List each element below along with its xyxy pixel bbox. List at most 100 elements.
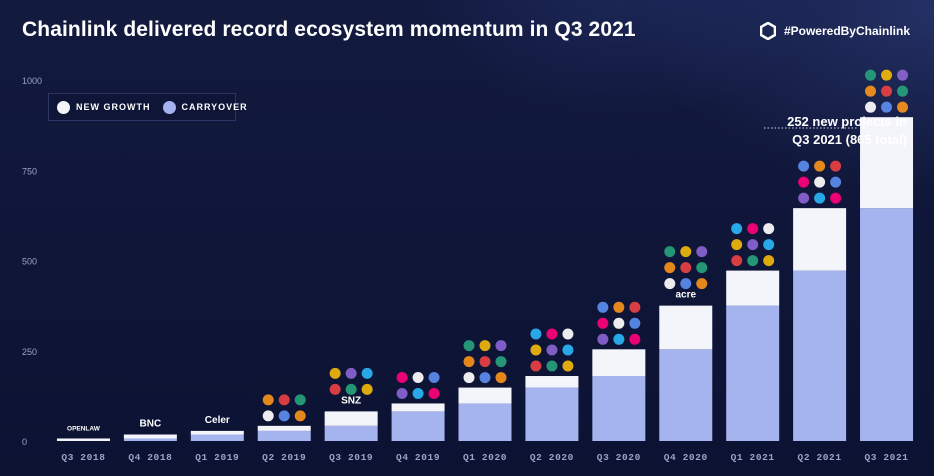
bar-new-growth bbox=[726, 270, 780, 306]
bar-carryover bbox=[391, 411, 445, 441]
project-logo-icon bbox=[278, 394, 290, 406]
project-logo-icon bbox=[731, 255, 743, 267]
project-logo-icon bbox=[798, 160, 810, 172]
bar-new-growth bbox=[391, 403, 445, 412]
chart-legend: NEW GROWTH CARRYOVER bbox=[48, 93, 247, 121]
project-logo-icon bbox=[613, 301, 625, 313]
project-logo-icon bbox=[763, 255, 775, 267]
legend-label-carryover: CARRYOVER bbox=[181, 102, 248, 112]
project-logo-icon bbox=[814, 176, 826, 188]
project-logo-icon bbox=[881, 69, 893, 81]
y-tick-label: 500 bbox=[22, 257, 37, 267]
bar-carryover bbox=[793, 270, 847, 441]
bar-carryover bbox=[324, 425, 378, 441]
project-logo-icon bbox=[329, 367, 341, 379]
x-tick-label: Q3 2021 bbox=[864, 452, 908, 463]
x-tick-label: Q1 2020 bbox=[463, 452, 507, 463]
project-logo-icon bbox=[629, 317, 641, 329]
bar-carryover bbox=[257, 430, 311, 441]
project-logo-icon bbox=[696, 278, 708, 290]
project-logo-icon bbox=[763, 239, 775, 251]
project-logo-icon bbox=[747, 223, 759, 235]
project-logo-icon bbox=[345, 367, 357, 379]
project-logo-icon bbox=[731, 239, 743, 251]
project-logo-icon bbox=[495, 356, 507, 368]
project-logo-label: SNZ bbox=[341, 395, 361, 406]
project-logo-icon bbox=[345, 383, 357, 395]
bar-new-growth bbox=[592, 349, 646, 377]
project-logo-icon bbox=[814, 160, 826, 172]
project-logo-icon bbox=[881, 85, 893, 97]
project-logo-icon bbox=[865, 85, 877, 97]
bar-carryover bbox=[458, 403, 512, 441]
x-tick-label: Q2 2020 bbox=[530, 452, 574, 463]
project-logo-icon bbox=[696, 246, 708, 258]
project-logo-icon bbox=[361, 383, 373, 395]
project-logo-label: Celer bbox=[205, 415, 230, 426]
project-logo-icon bbox=[629, 333, 641, 345]
project-logo-icon bbox=[747, 255, 759, 267]
project-logo-icon bbox=[428, 371, 440, 383]
project-logo-icon bbox=[463, 372, 475, 384]
project-logo-icon bbox=[495, 372, 507, 384]
x-tick-label: Q3 2018 bbox=[61, 452, 105, 463]
project-logo-icon bbox=[763, 223, 775, 235]
project-logo-icon bbox=[495, 340, 507, 352]
bar-new-growth bbox=[123, 434, 177, 439]
project-logo-icon bbox=[262, 394, 274, 406]
legend-item-new-growth: NEW GROWTH bbox=[57, 100, 151, 114]
bar-new-growth bbox=[525, 376, 579, 388]
bar-new-growth bbox=[860, 117, 914, 209]
legend-item-carryover: CARRYOVER bbox=[162, 100, 248, 114]
project-logo-icon bbox=[696, 262, 708, 274]
brand-badge: #PoweredByChainlink bbox=[759, 22, 910, 40]
project-logo-icon bbox=[597, 301, 609, 313]
project-logo-icon bbox=[680, 278, 692, 290]
project-logo-icon bbox=[262, 410, 274, 422]
project-logo-icon bbox=[613, 333, 625, 345]
project-logo-icon bbox=[530, 328, 542, 340]
bar-carryover bbox=[123, 438, 177, 441]
annotation-line-2: Q3 2021 (865 total) bbox=[792, 132, 907, 147]
bar-new-growth bbox=[458, 387, 512, 404]
project-logo-icon bbox=[463, 340, 475, 352]
project-logo-icon bbox=[814, 192, 826, 204]
project-logo-icon bbox=[865, 101, 877, 113]
y-tick-label: 0 bbox=[22, 437, 27, 447]
project-logo-icon bbox=[881, 101, 893, 113]
project-logo-icon bbox=[562, 344, 574, 356]
x-tick-label: Q4 2019 bbox=[396, 452, 440, 463]
project-logo-icon bbox=[897, 101, 909, 113]
x-tick-label: Q4 2018 bbox=[128, 452, 172, 463]
x-tick-label: Q3 2019 bbox=[329, 452, 373, 463]
project-logo-icon bbox=[530, 344, 542, 356]
annotation-line-1: 252 new projects in bbox=[787, 114, 907, 129]
bar-carryover bbox=[726, 305, 780, 441]
x-tick-label: Q4 2020 bbox=[664, 452, 708, 463]
project-logo-icon bbox=[463, 356, 475, 368]
bar-new-growth bbox=[793, 208, 847, 271]
x-tick-label: Q1 2021 bbox=[731, 452, 775, 463]
project-logo-icon bbox=[562, 360, 574, 372]
project-logo-icon bbox=[613, 317, 625, 329]
project-logo-label: acre bbox=[675, 290, 696, 301]
project-logo-icon bbox=[664, 262, 676, 274]
bar-new-growth bbox=[257, 425, 311, 431]
project-logo-icon bbox=[747, 239, 759, 251]
project-logo-icon bbox=[731, 223, 743, 235]
project-logo-icon bbox=[680, 262, 692, 274]
project-logo-icon bbox=[629, 301, 641, 313]
project-logo-icon bbox=[329, 383, 341, 395]
project-logo-icon bbox=[294, 410, 306, 422]
project-logo-icon bbox=[479, 356, 491, 368]
project-logo-icon bbox=[664, 278, 676, 290]
project-logo-icon bbox=[562, 328, 574, 340]
project-logo-icon bbox=[412, 387, 424, 399]
page-title: Chainlink delivered record ecosystem mom… bbox=[22, 18, 636, 41]
project-logo-icon bbox=[830, 160, 842, 172]
legend-swatch-carryover bbox=[162, 100, 176, 114]
project-logo-icon bbox=[479, 340, 491, 352]
x-tick-label: Q2 2019 bbox=[262, 452, 306, 463]
project-logo-icon bbox=[680, 246, 692, 258]
bar-carryover bbox=[190, 434, 244, 441]
